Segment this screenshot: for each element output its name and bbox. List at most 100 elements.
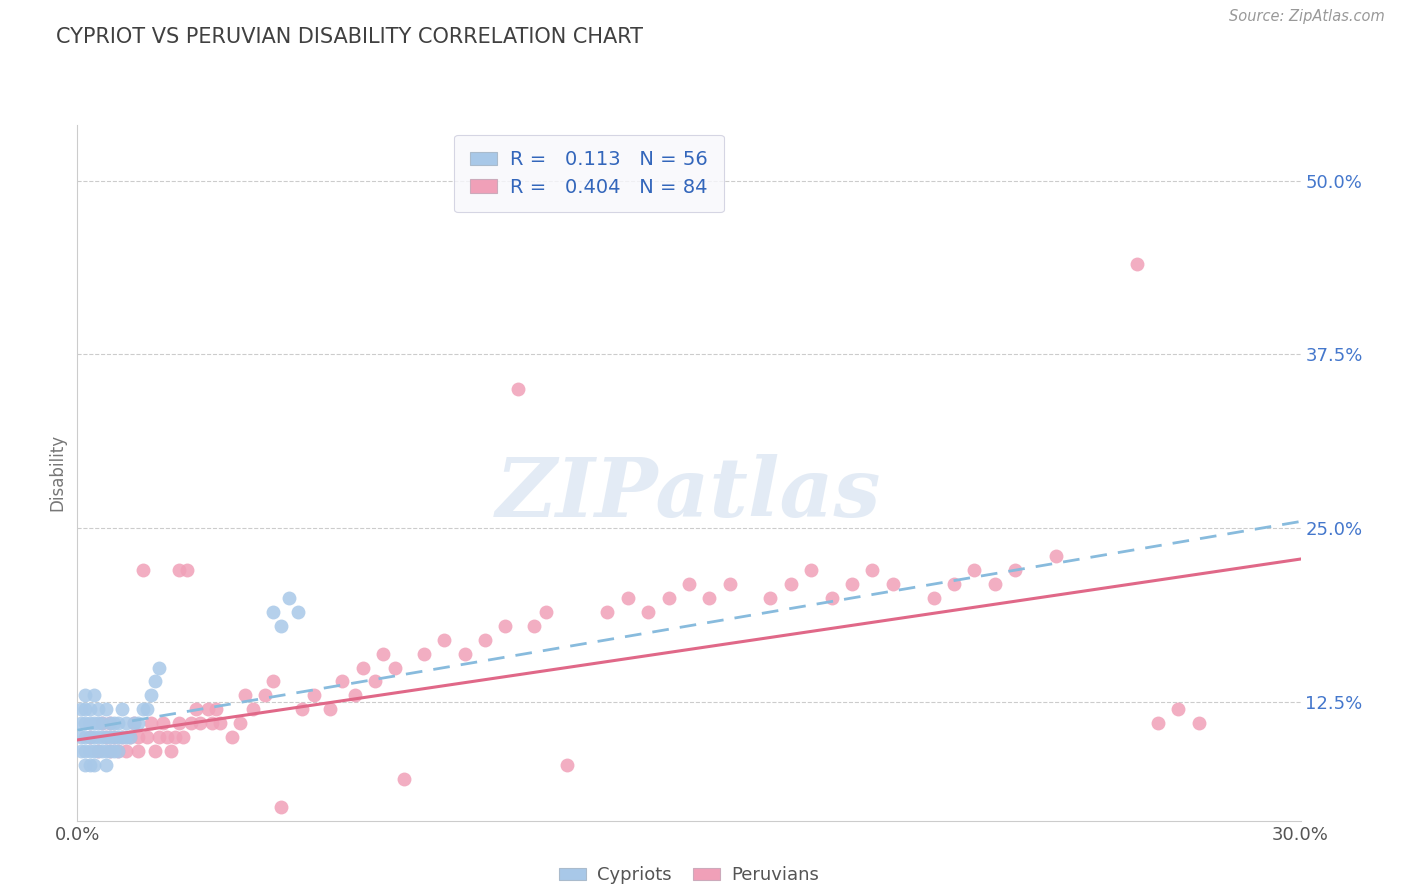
Point xyxy=(229,716,252,731)
Point xyxy=(984,577,1007,591)
Point xyxy=(75,689,97,703)
Point xyxy=(79,730,101,744)
Point xyxy=(124,716,146,731)
Point xyxy=(287,605,309,619)
Point xyxy=(111,730,134,744)
Point xyxy=(98,730,121,744)
Point xyxy=(75,702,97,716)
Point xyxy=(148,660,170,674)
Point xyxy=(75,744,97,758)
Point xyxy=(332,674,354,689)
Point xyxy=(148,730,170,744)
Point xyxy=(779,577,801,591)
Point xyxy=(127,716,149,731)
Point xyxy=(169,716,191,731)
Point xyxy=(124,716,146,731)
Point xyxy=(262,674,284,689)
Point xyxy=(115,730,138,744)
Point xyxy=(841,577,863,591)
Point xyxy=(75,758,97,772)
Point xyxy=(94,758,117,772)
Point xyxy=(87,702,110,716)
Point xyxy=(208,716,231,731)
Point xyxy=(495,619,517,633)
Point xyxy=(882,577,904,591)
Point xyxy=(127,730,149,744)
Point xyxy=(70,730,93,744)
Point xyxy=(98,744,121,758)
Point xyxy=(79,758,101,772)
Point xyxy=(821,591,844,605)
Point xyxy=(90,716,112,731)
Point xyxy=(70,716,93,731)
Point xyxy=(79,744,101,758)
Point xyxy=(90,716,112,731)
Point xyxy=(139,716,162,731)
Point xyxy=(79,716,101,731)
Point xyxy=(79,702,101,716)
Point xyxy=(343,689,366,703)
Point xyxy=(103,744,125,758)
Point xyxy=(131,563,153,577)
Point xyxy=(87,730,110,744)
Point xyxy=(270,619,292,633)
Point xyxy=(143,674,166,689)
Point xyxy=(262,605,284,619)
Point xyxy=(176,563,198,577)
Point xyxy=(413,647,436,661)
Point xyxy=(352,660,374,674)
Point xyxy=(103,730,125,744)
Point xyxy=(942,577,965,591)
Point xyxy=(135,730,157,744)
Point xyxy=(862,563,884,577)
Point xyxy=(75,716,97,731)
Point xyxy=(180,716,202,731)
Text: CYPRIOT VS PERUVIAN DISABILITY CORRELATION CHART: CYPRIOT VS PERUVIAN DISABILITY CORRELATI… xyxy=(56,27,643,46)
Point xyxy=(94,744,117,758)
Point xyxy=(596,605,619,619)
Point xyxy=(201,716,224,731)
Point xyxy=(107,730,129,744)
Point xyxy=(87,744,110,758)
Point xyxy=(233,689,256,703)
Point xyxy=(75,730,97,744)
Point xyxy=(98,716,121,731)
Point xyxy=(1126,257,1149,271)
Point xyxy=(120,730,142,744)
Point xyxy=(637,605,659,619)
Point xyxy=(87,744,110,758)
Point xyxy=(135,702,157,716)
Text: ZIPatlas: ZIPatlas xyxy=(496,454,882,533)
Point xyxy=(302,689,325,703)
Point xyxy=(70,702,93,716)
Point xyxy=(160,744,183,758)
Point xyxy=(90,744,112,758)
Point xyxy=(506,382,529,396)
Point xyxy=(111,702,134,716)
Point xyxy=(87,716,110,731)
Point xyxy=(253,689,276,703)
Point xyxy=(83,689,105,703)
Point xyxy=(83,758,105,772)
Point xyxy=(83,744,105,758)
Point xyxy=(94,730,117,744)
Point xyxy=(221,730,243,744)
Point xyxy=(107,744,129,758)
Point xyxy=(1147,716,1170,731)
Point xyxy=(270,799,292,814)
Point xyxy=(474,632,496,647)
Point xyxy=(759,591,782,605)
Point xyxy=(800,563,823,577)
Point xyxy=(143,744,166,758)
Point xyxy=(922,591,945,605)
Point xyxy=(103,730,125,744)
Point xyxy=(242,702,264,716)
Point xyxy=(523,619,546,633)
Point xyxy=(115,716,138,731)
Point xyxy=(127,744,149,758)
Point xyxy=(371,647,394,661)
Point xyxy=(534,605,557,619)
Point xyxy=(1167,702,1189,716)
Point xyxy=(98,744,121,758)
Point xyxy=(79,730,101,744)
